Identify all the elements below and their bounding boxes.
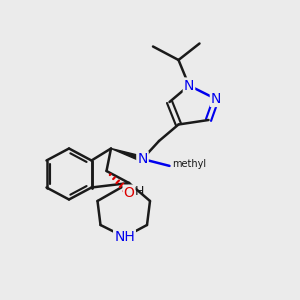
Text: N: N — [137, 152, 148, 166]
Text: NH: NH — [114, 230, 135, 244]
Text: H: H — [135, 184, 144, 198]
Text: N: N — [211, 92, 221, 106]
Text: O: O — [124, 186, 134, 200]
Polygon shape — [111, 148, 143, 162]
Text: methyl: methyl — [172, 159, 206, 170]
Text: N: N — [184, 79, 194, 92]
